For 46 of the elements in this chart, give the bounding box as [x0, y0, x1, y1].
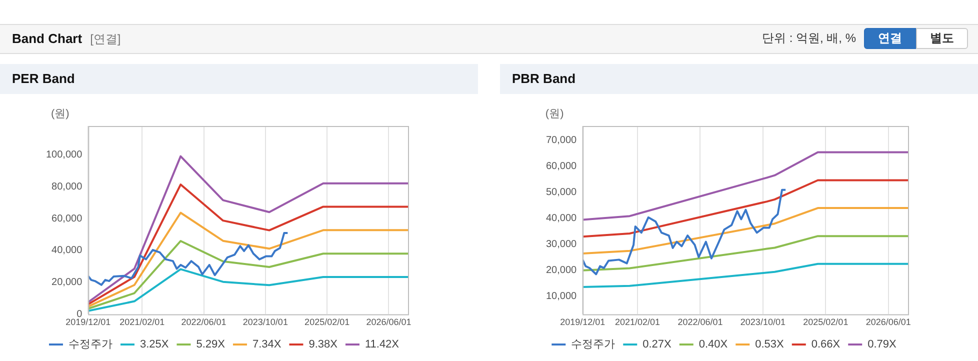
text: 연결 — [864, 28, 916, 49]
x-tick-label: 2026/06/01 — [866, 317, 911, 328]
text: 단위 : 억원, 배, % — [762, 30, 856, 47]
y-tick-label: 30,000 — [546, 238, 578, 250]
x-tick-label: 2025/02/01 — [304, 317, 350, 328]
legend-label: 0.79X — [868, 338, 898, 351]
y-tick-label: 20,000 — [52, 277, 83, 288]
y-axis-title: (원) — [50, 108, 70, 120]
y-tick-label: 50,000 — [546, 186, 578, 198]
y-tick-label: 10,000 — [546, 290, 578, 302]
legend-label: 0.66X — [811, 338, 841, 351]
x-tick-label: 2021/02/01 — [120, 317, 165, 328]
x-tick-label: 2026/06/01 — [366, 317, 412, 328]
y-axis-title: (원) — [545, 108, 564, 120]
x-tick-label: 2022/06/01 — [678, 317, 723, 328]
legend-label: 0.53X — [755, 338, 785, 351]
y-tick-label: 100,000 — [46, 149, 83, 160]
y-tick-label: 70,000 — [546, 135, 578, 146]
y-tick-label: 0 — [76, 308, 83, 320]
y-tick-label: 60,000 — [546, 160, 578, 172]
x-tick-label: 2023/10/01 — [740, 317, 786, 328]
legend-label: 9.38X — [308, 338, 338, 351]
y-tick-label: 60,000 — [52, 213, 83, 224]
x-tick-label: 2022/06/01 — [181, 317, 226, 328]
text: Band Chart — [12, 31, 82, 46]
legend-label: 0.27X — [642, 338, 672, 351]
y-tick-label: 80,000 — [52, 181, 83, 192]
x-tick-label: 2019/12/01 — [560, 317, 606, 328]
legend-label: 3.25X — [140, 338, 170, 351]
chart-title: PER Band — [0, 64, 478, 94]
legend-label: 수정주가 — [571, 338, 616, 351]
text: 별도 — [916, 28, 968, 49]
y-tick-label: 40,000 — [546, 212, 578, 224]
legend-label: 5.29X — [196, 338, 226, 351]
legend-label: 수정주가 — [68, 338, 112, 351]
x-tick-label: 2023/10/01 — [242, 317, 288, 328]
x-tick-label: 2021/02/01 — [614, 317, 660, 328]
legend-label: 0.40X — [698, 338, 728, 351]
x-tick-label: 2025/02/01 — [803, 317, 848, 328]
x-tick-label: 2019/12/01 — [66, 317, 111, 328]
chart-title: PBR Band — [500, 64, 978, 94]
y-tick-label: 40,000 — [52, 245, 83, 256]
legend-label: 7.34X — [252, 338, 282, 351]
text: [연결] — [90, 31, 121, 48]
y-tick-label: 20,000 — [546, 264, 578, 276]
legend-label: 11.42X — [364, 338, 400, 351]
